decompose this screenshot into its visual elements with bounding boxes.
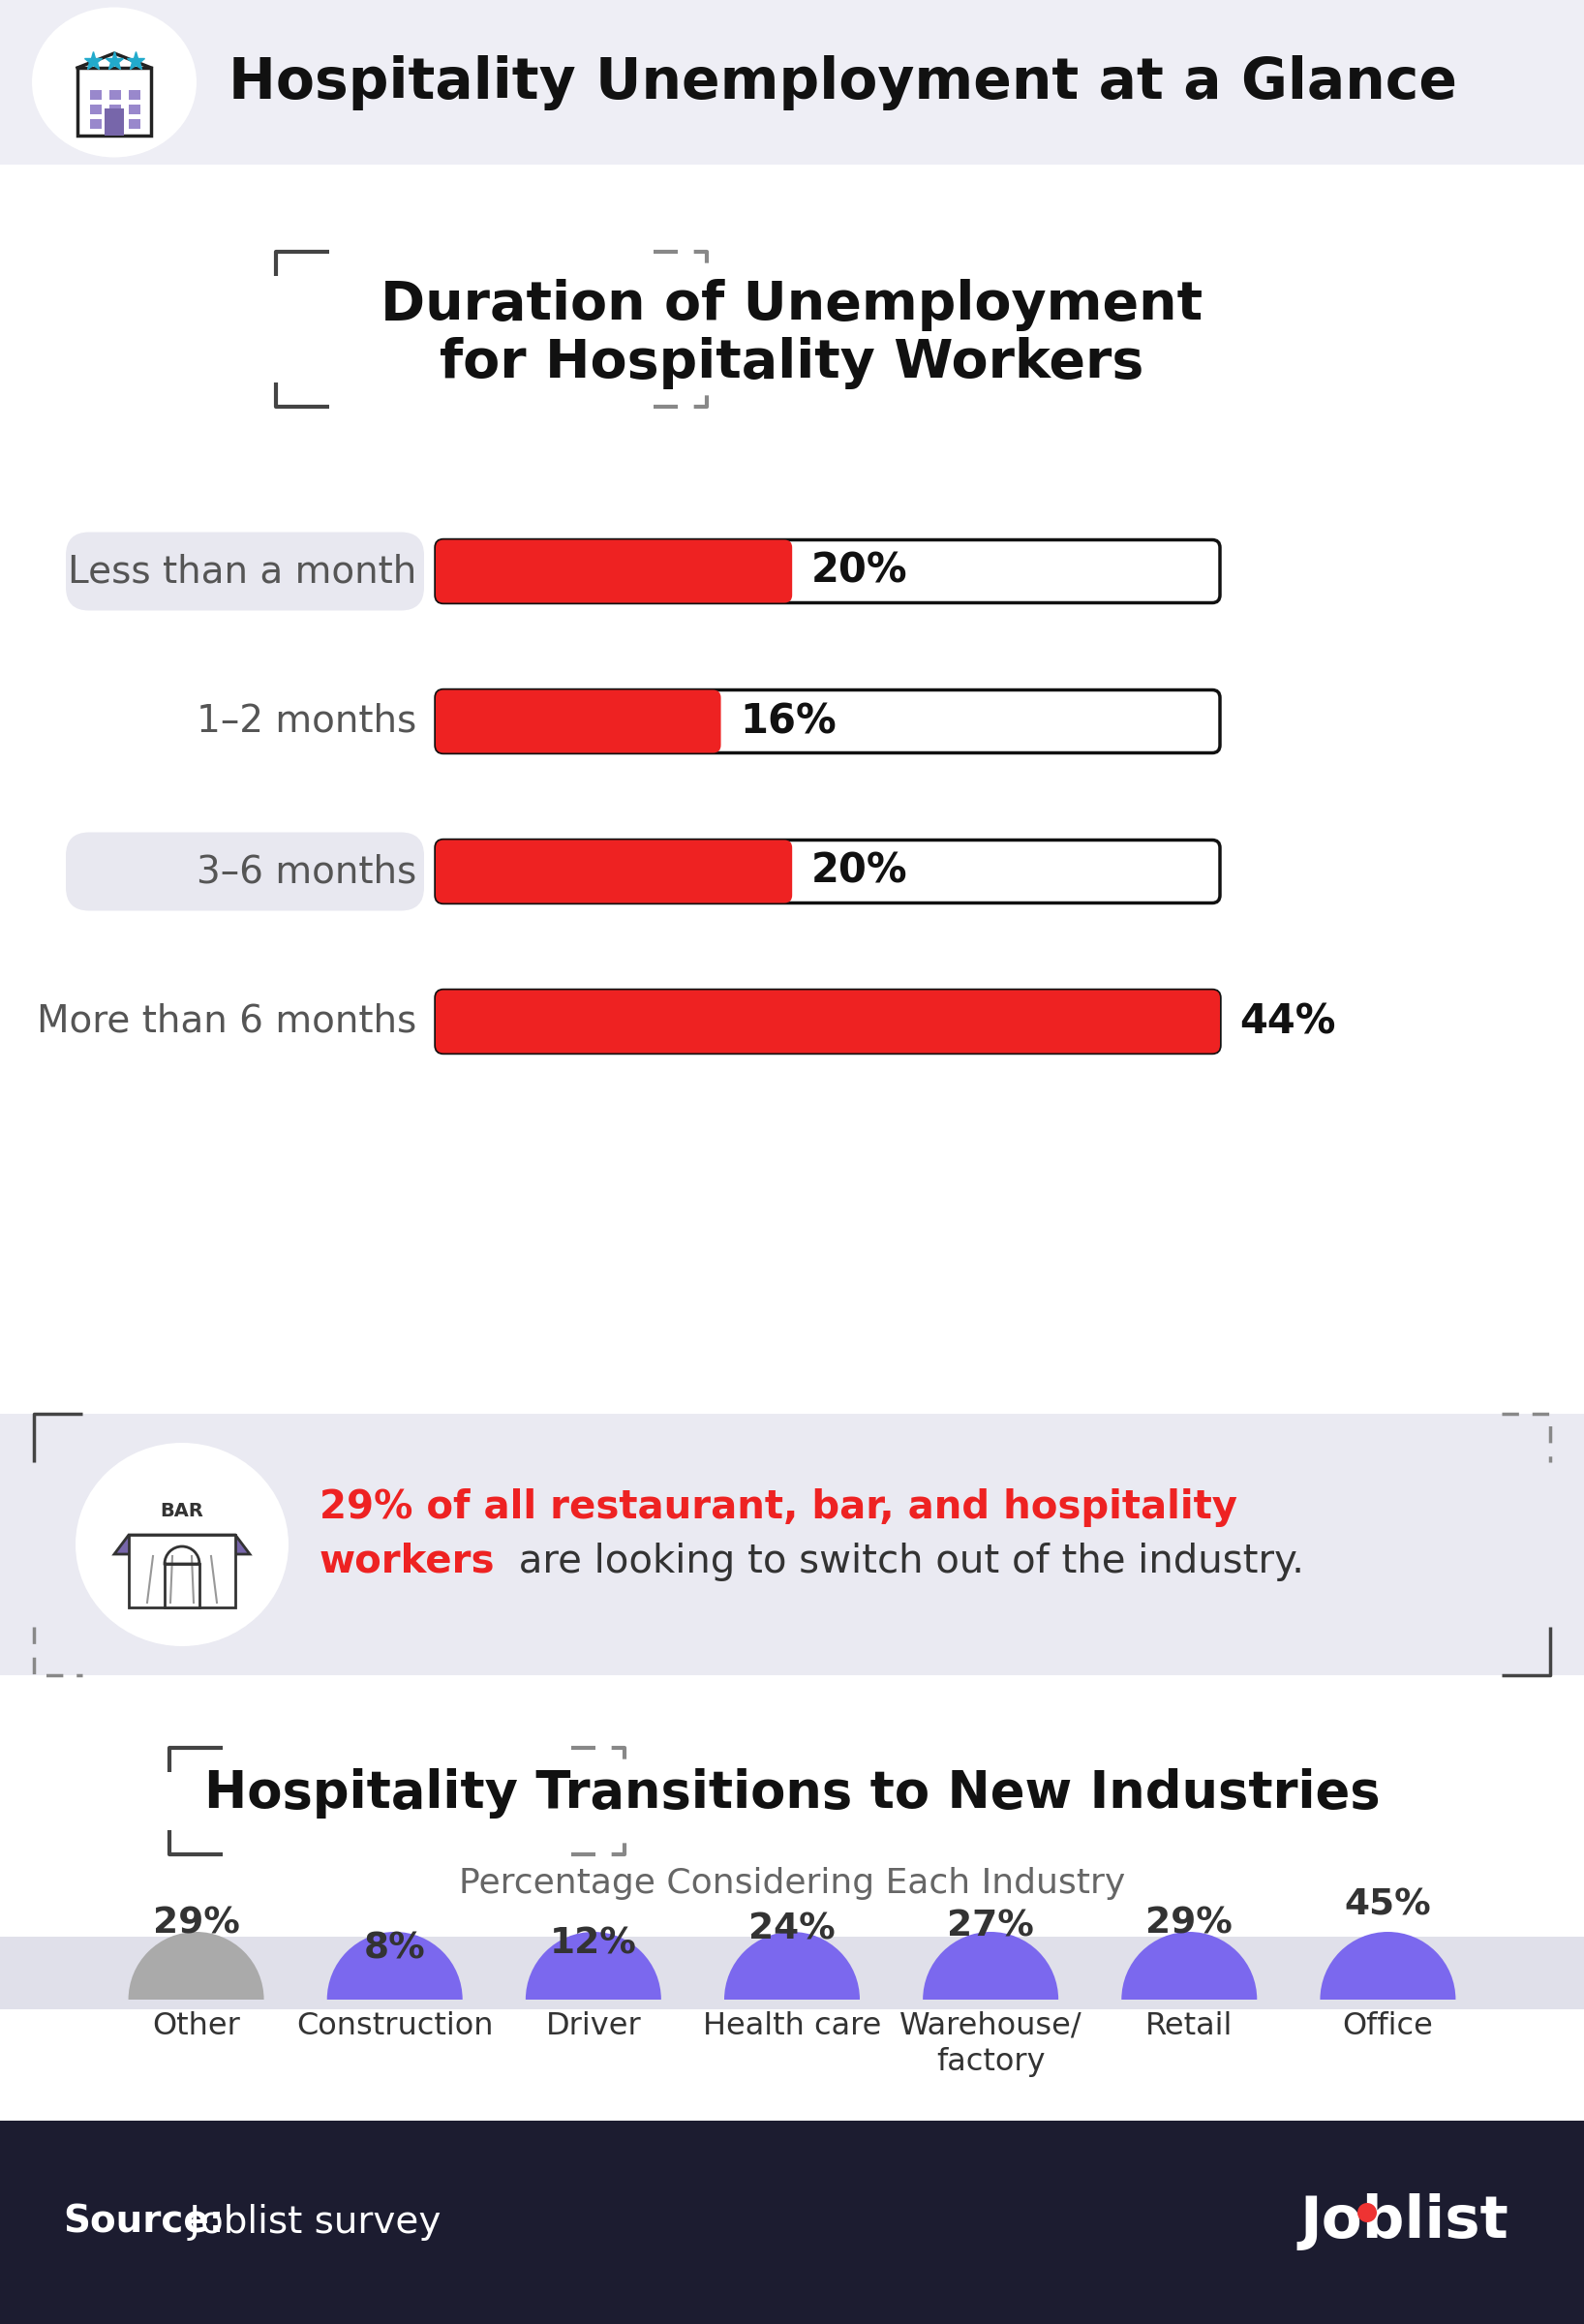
Wedge shape	[923, 1931, 1058, 1999]
FancyBboxPatch shape	[67, 832, 425, 911]
Bar	[90, 91, 101, 100]
FancyBboxPatch shape	[436, 690, 1220, 753]
Text: Health care: Health care	[703, 2010, 881, 2040]
Wedge shape	[724, 1931, 860, 1999]
FancyBboxPatch shape	[436, 839, 792, 904]
Bar	[128, 105, 141, 114]
Bar	[109, 119, 120, 128]
Wedge shape	[165, 1545, 200, 1564]
FancyBboxPatch shape	[436, 539, 1220, 602]
Text: Construction: Construction	[296, 2010, 493, 2040]
Wedge shape	[1319, 1931, 1456, 1999]
Text: 27%: 27%	[947, 1908, 1034, 1943]
Bar	[78, 67, 150, 135]
Text: Percentage Considering Each Industry: Percentage Considering Each Industry	[459, 1866, 1125, 1901]
Text: Joblist survey: Joblist survey	[177, 2203, 440, 2240]
Text: Hospitality Unemployment at a Glance: Hospitality Unemployment at a Glance	[228, 56, 1457, 109]
Text: Warehouse/
factory: Warehouse/ factory	[900, 2010, 1082, 2078]
FancyBboxPatch shape	[436, 839, 1220, 904]
Bar	[0, 165, 1584, 1413]
Bar	[109, 105, 120, 114]
Bar	[0, 2119, 1584, 2324]
Text: Other: Other	[152, 2010, 241, 2040]
Text: Source:: Source:	[63, 2203, 223, 2240]
Ellipse shape	[32, 7, 196, 158]
Ellipse shape	[76, 1443, 288, 1645]
Text: Office: Office	[1342, 2010, 1434, 2040]
Text: 29%: 29%	[1145, 1906, 1232, 1941]
Text: 12%: 12%	[550, 1927, 637, 1961]
Bar	[128, 91, 141, 100]
Bar	[90, 119, 101, 128]
FancyBboxPatch shape	[436, 990, 1220, 1053]
Polygon shape	[114, 1534, 250, 1555]
Bar	[109, 91, 120, 100]
Bar	[0, 1936, 1584, 2010]
Bar	[0, 1676, 1584, 2119]
FancyBboxPatch shape	[436, 990, 1220, 1053]
Text: 1–2 months: 1–2 months	[196, 702, 417, 739]
Text: 24%: 24%	[749, 1913, 835, 1948]
Text: workers: workers	[320, 1543, 496, 1580]
Text: 3–6 months: 3–6 months	[196, 853, 417, 890]
Text: 20%: 20%	[811, 551, 908, 593]
Text: Duration of Unemployment: Duration of Unemployment	[380, 279, 1204, 330]
Text: BAR: BAR	[160, 1501, 204, 1520]
Circle shape	[1357, 2203, 1376, 2222]
Text: 16%: 16%	[740, 702, 836, 741]
Text: Hospitality Transitions to New Industries: Hospitality Transitions to New Industrie…	[204, 1769, 1380, 1817]
Bar	[128, 119, 141, 128]
FancyBboxPatch shape	[67, 532, 425, 611]
Wedge shape	[1121, 1931, 1258, 1999]
Wedge shape	[326, 1931, 463, 1999]
Text: Less than a month: Less than a month	[68, 553, 417, 590]
Bar	[0, 1413, 1584, 1676]
Text: 29%: 29%	[152, 1906, 239, 1941]
Text: Retail: Retail	[1145, 2010, 1232, 2040]
Text: 45%: 45%	[1345, 1887, 1432, 1922]
Bar	[0, 0, 1584, 165]
Text: 20%: 20%	[811, 851, 908, 892]
Wedge shape	[526, 1931, 661, 1999]
Wedge shape	[128, 1931, 265, 1999]
Text: 44%: 44%	[1239, 1002, 1335, 1041]
FancyBboxPatch shape	[436, 539, 792, 602]
Bar	[105, 109, 124, 135]
Text: Joblist: Joblist	[1299, 2194, 1508, 2252]
Text: More than 6 months: More than 6 months	[36, 1004, 417, 1041]
FancyBboxPatch shape	[436, 690, 721, 753]
Bar	[128, 1534, 236, 1608]
Bar	[90, 105, 101, 114]
Text: 29% of all restaurant, bar, and hospitality: 29% of all restaurant, bar, and hospital…	[320, 1487, 1237, 1527]
Text: Driver: Driver	[545, 2010, 642, 2040]
Text: for Hospitality Workers: for Hospitality Workers	[440, 337, 1144, 388]
Text: 8%: 8%	[364, 1931, 426, 1966]
Text: are looking to switch out of the industry.: are looking to switch out of the industr…	[507, 1543, 1304, 1580]
Bar	[165, 1564, 200, 1608]
